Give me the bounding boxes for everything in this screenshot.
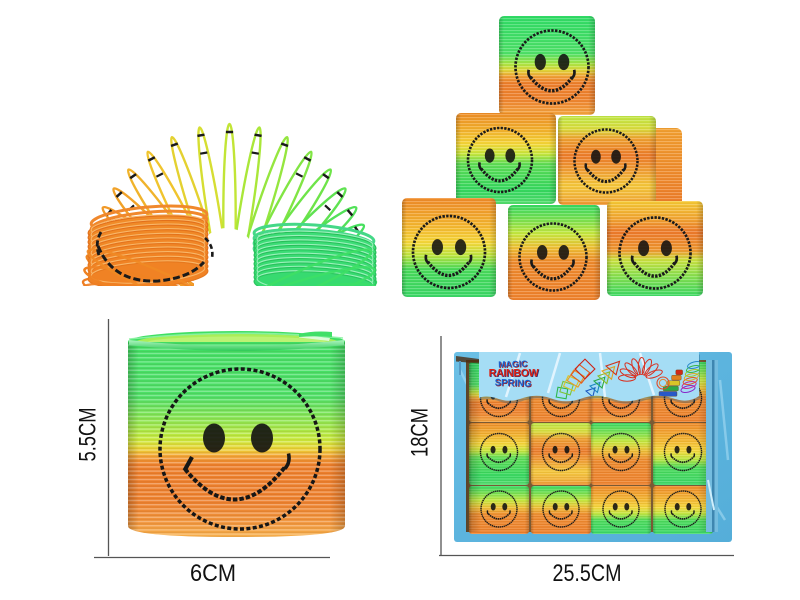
svg-text:5.5CM: 5.5CM [75,408,102,462]
svg-text:25.5CM: 25.5CM [553,560,622,587]
svg-text:MAGIC: MAGIC [498,358,528,369]
svg-text:18CM: 18CM [407,408,434,457]
svg-text:SPRING: SPRING [495,377,532,389]
svg-text:6CM: 6CM [190,560,236,587]
svg-text:RAINBOW: RAINBOW [489,368,539,380]
svg-text:MAGIC: MAGIC [499,359,529,370]
svg-text:RAINBOW: RAINBOW [489,368,539,380]
svg-text:SPRING: SPRING [495,378,532,390]
